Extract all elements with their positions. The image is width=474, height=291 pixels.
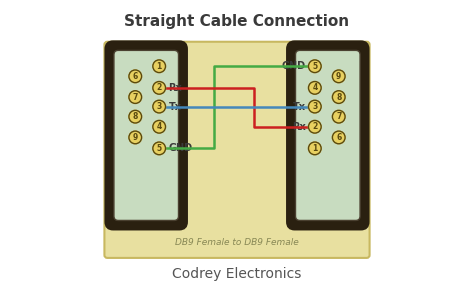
Text: Tx: Tx	[168, 102, 182, 111]
Text: 6: 6	[133, 72, 138, 81]
Text: 9: 9	[133, 133, 138, 142]
Text: 1: 1	[156, 62, 162, 71]
FancyBboxPatch shape	[104, 42, 370, 258]
Text: 2: 2	[312, 122, 318, 131]
Circle shape	[153, 81, 165, 94]
Text: 8: 8	[336, 93, 341, 102]
Circle shape	[309, 142, 321, 155]
Circle shape	[332, 70, 345, 83]
Circle shape	[332, 110, 345, 123]
Text: Straight Cable Connection: Straight Cable Connection	[125, 14, 349, 29]
FancyBboxPatch shape	[295, 50, 360, 221]
Text: 4: 4	[312, 83, 318, 92]
Text: Codrey Electronics: Codrey Electronics	[173, 267, 301, 281]
Text: 5: 5	[156, 144, 162, 153]
Text: GND: GND	[282, 61, 306, 71]
Text: 1: 1	[312, 144, 318, 153]
Text: 2: 2	[156, 83, 162, 92]
Text: 3: 3	[156, 102, 162, 111]
FancyBboxPatch shape	[114, 50, 179, 221]
Circle shape	[309, 60, 321, 72]
Circle shape	[309, 100, 321, 113]
Circle shape	[332, 91, 345, 103]
Text: 6: 6	[336, 133, 341, 142]
FancyBboxPatch shape	[287, 42, 368, 229]
Text: 5: 5	[312, 62, 318, 71]
Text: Tx: Tx	[292, 102, 306, 111]
Circle shape	[129, 91, 142, 103]
Circle shape	[129, 110, 142, 123]
Text: DB9 Female to DB9 Female: DB9 Female to DB9 Female	[175, 237, 299, 246]
Circle shape	[129, 131, 142, 144]
Text: 3: 3	[312, 102, 318, 111]
Text: 7: 7	[336, 112, 341, 121]
Circle shape	[129, 70, 142, 83]
Text: 9: 9	[336, 72, 341, 81]
Text: 4: 4	[156, 122, 162, 131]
Text: 8: 8	[133, 112, 138, 121]
Circle shape	[153, 120, 165, 133]
Text: Rx: Rx	[292, 122, 306, 132]
Circle shape	[153, 142, 165, 155]
Circle shape	[332, 131, 345, 144]
FancyBboxPatch shape	[106, 42, 187, 229]
Circle shape	[309, 120, 321, 133]
Text: 7: 7	[133, 93, 138, 102]
Circle shape	[309, 81, 321, 94]
Text: Rx: Rx	[168, 83, 182, 93]
Circle shape	[153, 100, 165, 113]
Circle shape	[153, 60, 165, 72]
Text: GND: GND	[168, 143, 192, 153]
